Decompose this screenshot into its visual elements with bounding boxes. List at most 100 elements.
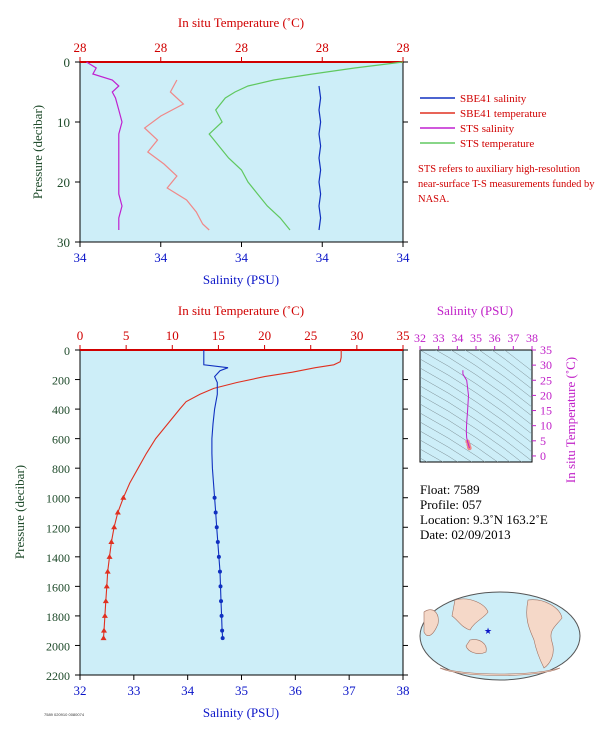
density-contour	[420, 358, 532, 435]
full-profile-top-tick-label: 5	[123, 328, 130, 343]
full-profile-top-tick-label: 20	[258, 328, 271, 343]
ts-y-tick-label: 0	[540, 449, 546, 463]
full-profile-top-tick-label: 35	[397, 328, 410, 343]
ts-y-axis-label: In situ Temperature (˚C)	[563, 357, 578, 483]
density-contour	[491, 350, 532, 381]
density-contour	[504, 350, 532, 372]
footer-id: 7589 020910 0080074	[44, 712, 85, 717]
location: Location: 9.3˚N 163.2˚E	[420, 512, 548, 527]
ts-top-tick-label: 36	[489, 331, 501, 345]
full-profile-bottom-tick-label: 33	[127, 683, 140, 698]
map-ocean	[419, 591, 581, 681]
ts-top-tick-label: 37	[507, 331, 519, 345]
density-contour	[420, 367, 532, 444]
near-surface-y-tick-label: 0	[64, 55, 71, 70]
legend-label-sts-temperature: STS temperature	[460, 138, 534, 150]
full-profile-bottom-tick-label: 35	[235, 683, 248, 698]
full-profile-y-tick-label: 600	[52, 433, 70, 447]
near-surface-series	[86, 61, 404, 231]
map-land-australia	[465, 639, 487, 654]
full-profile-plot-area	[79, 349, 404, 676]
full-profile-y-tick-label: 800	[52, 462, 70, 476]
near-surface-bottom-ticks: 34 34 34 34 34	[74, 242, 411, 265]
full-profile-top-tick-label: 0	[77, 328, 84, 343]
legend: SBE41 salinity SBE41 temperature STS sal…	[420, 93, 547, 150]
full-profile-y-ticks: 0 200 400 600 800 1000 1200 1400 1600 1800 2000 220…	[46, 344, 408, 683]
map-land-americas	[526, 599, 563, 669]
map-land-asia	[451, 598, 489, 631]
density-contour	[420, 448, 444, 462]
near-surface-bottom-tick-label: 34	[397, 250, 411, 265]
near-surface-top-axis-label: In situ Temperature (˚C)	[178, 15, 304, 30]
density-contour	[420, 394, 523, 462]
profile-number: Profile: 057	[420, 497, 482, 512]
ts-y-tick-label: 25	[540, 373, 552, 387]
near-surface-series-line	[318, 85, 322, 231]
ts-y-tick-label: 35	[540, 343, 552, 357]
density-contour	[450, 350, 532, 408]
full-profile-y-axis-label: Pressure (decibar)	[12, 465, 27, 559]
density-contour	[420, 385, 532, 462]
full-profile-top-ticks: 0 5 10 15 20 25 30 35	[77, 328, 410, 350]
world-map: ★	[419, 591, 581, 681]
density-contour	[420, 421, 486, 462]
density-contour	[435, 350, 532, 417]
ts-top-tick-label: 38	[526, 331, 538, 345]
ts-top-tick-label: 33	[433, 331, 445, 345]
ts-y-tick-label: 30	[540, 358, 552, 372]
full-profile-y-tick-label: 1000	[46, 492, 70, 506]
full-profile-y-tick-label: 1600	[46, 580, 70, 594]
near-surface-panel: In situ Temperature (˚C) 28 28 28 28 28 34 34…	[30, 15, 410, 287]
near-surface-plot-area	[79, 61, 404, 243]
near-surface-top-tick-label: 28	[316, 40, 329, 55]
ts-top-tick-label: 32	[414, 331, 426, 345]
ts-y-tick-label: 15	[540, 404, 552, 418]
near-surface-y-tick-label: 30	[57, 235, 70, 250]
full-profile-bottom-axis-label: Salinity (PSU)	[203, 705, 279, 720]
near-surface-y-axis-label: Pressure (decibar)	[30, 105, 45, 199]
near-surface-y-tick-label: 10	[57, 115, 70, 130]
full-profile-bottom-ticks: 32 33 34 35 36 37 38	[74, 675, 410, 698]
near-surface-y-ticks: 0 10 20 30	[57, 55, 408, 250]
near-surface-y-tick-label: 20	[57, 175, 70, 190]
full-profile-y-tick-label: 0	[64, 344, 70, 358]
ts-y-tick-label: 20	[540, 388, 552, 402]
legend-label-sbe-salinity: SBE41 salinity	[460, 93, 527, 105]
full-profile-y-tick-label: 400	[52, 403, 70, 417]
near-surface-top-tick-label: 28	[74, 40, 87, 55]
ts-series	[462, 370, 472, 451]
legend-label-sts-salinity: STS salinity	[460, 123, 515, 135]
density-contour	[465, 350, 532, 399]
near-surface-series-line	[208, 61, 404, 231]
density-contour	[478, 350, 532, 390]
full-profile-panel: In situ Temperature (˚C) 0 5 10 15 20 25 30 35 …	[12, 303, 410, 720]
near-surface-bottom-tick-label: 34	[235, 250, 249, 265]
full-profile-y-tick-label: 2000	[46, 639, 70, 653]
density-contour	[420, 412, 499, 462]
ts-top-tick-label: 34	[451, 331, 463, 345]
full-profile-y-tick-label: 1800	[46, 610, 70, 624]
legend-label-sbe-temperature: SBE41 temperature	[460, 108, 547, 120]
full-profile-y-tick-label: 200	[52, 374, 70, 388]
ts-y-tick-label: 5	[540, 434, 546, 448]
full-profile-bottom-tick-label: 32	[74, 683, 87, 698]
full-profile-top-tick-label: 25	[304, 328, 317, 343]
full-profile-top-tick-label: 10	[166, 328, 179, 343]
density-contour	[420, 439, 459, 462]
density-contour	[420, 350, 532, 426]
full-profile-top-tick-label: 30	[350, 328, 363, 343]
full-profile-bottom-tick-label: 36	[289, 683, 303, 698]
near-surface-series-line	[143, 79, 210, 231]
near-surface-bottom-tick-label: 34	[316, 250, 330, 265]
full-profile-series	[100, 350, 342, 641]
float-location-marker: ★	[484, 626, 492, 636]
date: Date: 02/09/2013	[420, 527, 511, 542]
near-surface-top-tick-label: 28	[235, 40, 248, 55]
ts-top-tick-label: 35	[470, 331, 482, 345]
ts-y-tick-label: 10	[540, 419, 552, 433]
density-contour	[420, 430, 473, 462]
ts-plot-area	[419, 349, 533, 463]
full-profile-bottom-tick-label: 38	[397, 683, 410, 698]
